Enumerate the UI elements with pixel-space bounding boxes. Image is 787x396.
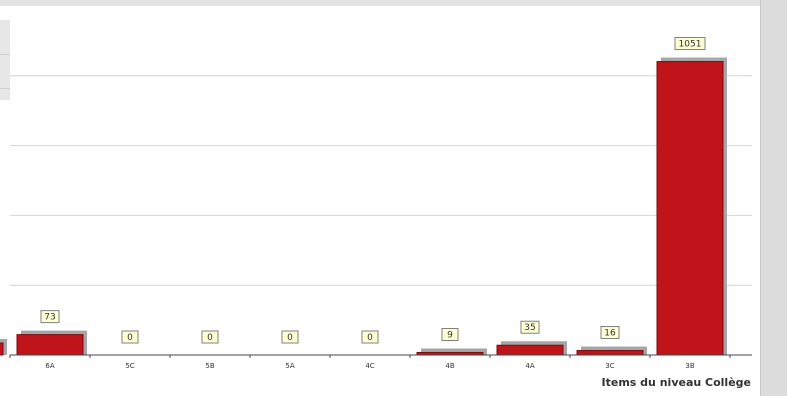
value-label-4C: 0 [367, 333, 373, 343]
grid-layer [10, 75, 752, 286]
value-label-3B: 1051 [679, 40, 702, 50]
value-label-5B: 0 [207, 333, 213, 343]
value-labels-layer: 43730000935161051 [40, 37, 706, 344]
value-label-box-5C [121, 330, 139, 344]
bars-layer [0, 57, 727, 356]
x-tick-label-5C: 5C [125, 362, 134, 370]
bar-3C [576, 350, 644, 356]
bar-6A [16, 334, 84, 356]
x-tick-label-6A: 6A [45, 362, 54, 370]
value-label-box-5A [281, 330, 299, 344]
x-tick-label-5B: 5B [205, 362, 214, 370]
x-tick-label-4B: 4B [445, 362, 454, 370]
value-label-box-5B [201, 330, 219, 344]
value-label-box-3B [674, 37, 706, 51]
value-label-box-4B [441, 327, 459, 341]
value-label-4A: 35 [524, 323, 535, 333]
x-tick-label-4A: 4A [525, 362, 534, 370]
value-label-5A: 0 [287, 333, 293, 343]
value-label-box-6A [40, 310, 60, 324]
value-label-box-4C [361, 330, 379, 344]
bar-shadow-4B [421, 348, 487, 355]
value-label-box-4A [520, 320, 540, 334]
x-tick-label-3C: 3C [605, 362, 614, 370]
bar-3B [656, 61, 724, 356]
x-axis-layer: 6A 5C 5B 5A 4C 4B 4A 3C 3B [9, 354, 752, 370]
x-tick-label-4C: 4C [365, 362, 374, 370]
x-tick-label-5A: 5A [285, 362, 294, 370]
value-label-3C: 16 [604, 329, 616, 339]
x-tick-label-3B: 3B [685, 362, 694, 370]
value-label-4B: 9 [447, 330, 453, 340]
value-label-6A: 73 [44, 313, 55, 323]
left-panel-tabs [0, 20, 10, 100]
chart-panel [0, 0, 761, 396]
x-axis-title: Items du niveau Collège [602, 376, 751, 389]
panel-top-strip [0, 0, 760, 6]
value-label-box-3C [600, 326, 620, 340]
bar-item-0 [0, 342, 4, 356]
bar-4A [496, 344, 564, 356]
value-label-5C: 0 [127, 333, 133, 343]
